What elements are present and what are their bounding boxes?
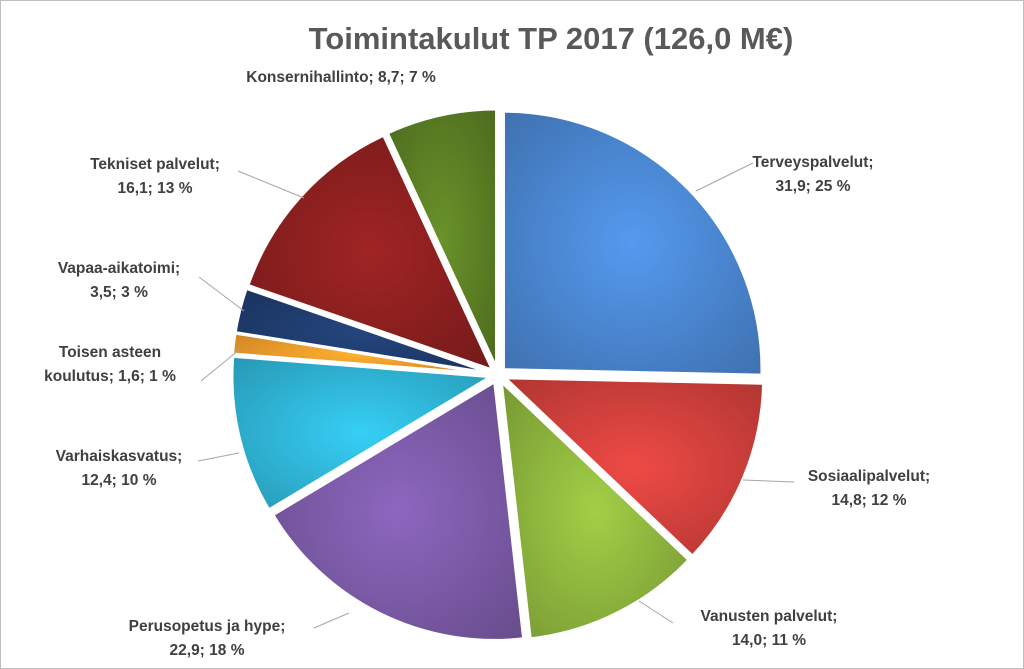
pie-slice-vanusten-palvelut xyxy=(499,378,691,640)
data-label-vapaa-aikatoimi: Vapaa-aikatoimi; 3,5; 3 % xyxy=(58,260,180,301)
leader-lines xyxy=(197,162,795,629)
data-label-line: Toisen asteen xyxy=(59,344,161,361)
pie-slice-sosiaalipalvelut xyxy=(502,376,765,558)
data-label-line: Varhaiskasvatus; xyxy=(56,448,183,465)
data-label-line: Tekniset palvelut; xyxy=(90,156,220,173)
pie-slice-terveyspalvelut xyxy=(502,110,763,377)
leader-line xyxy=(638,600,674,624)
pie-slice-varhaiskasvatus xyxy=(231,355,495,512)
data-label-line: 14,8; 12 % xyxy=(832,492,907,509)
pie-slice-konsernihallinto xyxy=(386,107,498,368)
data-label-vanusten-palvelut: Vanusten palvelut; 14,0; 11 % xyxy=(701,608,838,649)
data-label-line: Sosiaalipalvelut; xyxy=(808,468,930,485)
data-label-varhaiskasvatus: Varhaiskasvatus; 12,4; 10 % xyxy=(56,448,183,489)
data-label-tekniset-palvelut: Tekniset palvelut; 16,1; 13 % xyxy=(90,156,220,197)
data-labels: Terveyspalvelut; 31,9; 25 % Sosiaalipalvel… xyxy=(44,69,930,659)
data-label-perusopetus-ja-hype: Perusopetus ja hype; 22,9; 18 % xyxy=(129,618,286,659)
leader-line xyxy=(695,162,754,192)
data-label-line: 31,9; 25 % xyxy=(776,178,851,195)
data-label-line: 22,9; 18 % xyxy=(170,642,245,659)
pie-slice-perusopetus-ja-hype xyxy=(271,380,525,642)
pie-slices xyxy=(231,107,765,642)
pie-slice-vapaa-aikatoimi xyxy=(234,287,491,375)
leader-line xyxy=(197,452,240,462)
data-label-line: 16,1; 13 % xyxy=(118,180,193,197)
leader-line xyxy=(742,479,795,483)
leader-line xyxy=(237,170,305,199)
data-label-line: 14,0; 11 % xyxy=(732,632,806,649)
data-label-konsernihallinto: Konsernihallinto; 8,7; 7 % xyxy=(246,69,436,86)
chart-title: Toimintakulut TP 2017 (126,0 M€) xyxy=(309,21,794,56)
data-label-sosiaalipalvelut: Sosiaalipalvelut; 14,8; 12 % xyxy=(808,468,930,509)
data-label-line: 3,5; 3 % xyxy=(90,284,148,301)
leader-line xyxy=(198,276,245,312)
data-label-toisen-asteen-koulutus: Toisen asteen koulutus; 1,6; 1 % xyxy=(44,344,176,385)
data-label-line: Vapaa-aikatoimi; xyxy=(58,260,180,277)
data-label-line: Perusopetus ja hype; xyxy=(129,618,286,635)
data-label-line: koulutus; 1,6; 1 % xyxy=(44,368,176,385)
data-label-line: Terveyspalvelut; xyxy=(752,154,873,171)
data-label-line: 12,4; 10 % xyxy=(82,472,157,489)
leader-line xyxy=(313,612,350,629)
data-label-terveyspalvelut: Terveyspalvelut; 31,9; 25 % xyxy=(752,154,873,195)
data-label-line: Vanusten palvelut; xyxy=(701,608,838,625)
data-label-line: Konsernihallinto; 8,7; 7 % xyxy=(246,69,436,86)
leader-line xyxy=(200,349,240,382)
